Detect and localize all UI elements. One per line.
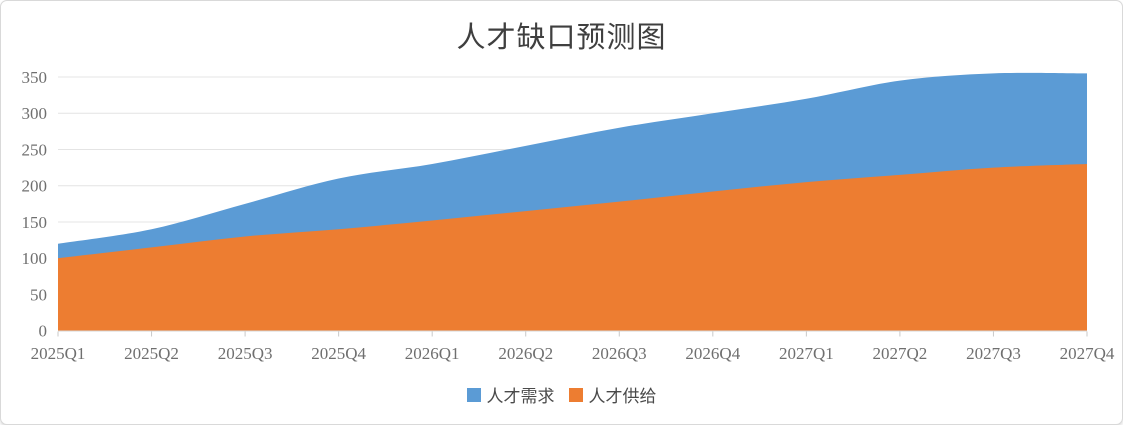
legend-label-supply: 人才供给 [588, 387, 657, 406]
y-axis-label: 0 [39, 322, 48, 341]
y-axis-label: 100 [22, 249, 48, 268]
legend-swatch-supply-icon [568, 387, 583, 402]
x-axis-label: 2026Q2 [498, 344, 553, 363]
y-axis-label: 350 [22, 68, 48, 87]
legend-label-demand: 人才需求 [486, 387, 555, 406]
y-axis-label: 300 [22, 104, 48, 123]
y-axis-label: 200 [22, 177, 48, 196]
x-axis-label: 2026Q1 [405, 344, 460, 363]
chart-legend: 人才需求 人才供给 [1, 382, 1122, 407]
x-axis-label: 2027Q1 [779, 344, 834, 363]
chart-title: 人才缺口预测图 [456, 22, 667, 54]
y-axis-label: 250 [22, 140, 48, 159]
x-axis-label: 2025Q1 [31, 344, 86, 363]
x-axis-label: 2025Q4 [311, 344, 366, 363]
x-axis-label: 2027Q2 [873, 344, 928, 363]
x-axis-label: 2027Q4 [1060, 344, 1115, 363]
x-axis-label: 2025Q2 [124, 344, 179, 363]
x-axis-label: 2025Q3 [218, 344, 273, 363]
area-series-supply [58, 163, 1087, 331]
legend-item-demand[interactable]: 人才需求 [466, 382, 555, 407]
x-axis-label: 2027Q3 [966, 344, 1021, 363]
x-axis-label: 2026Q3 [592, 344, 647, 363]
legend-item-supply[interactable]: 人才供给 [568, 382, 657, 407]
y-axis-label: 150 [22, 213, 48, 232]
legend-swatch-demand-icon [466, 387, 481, 402]
y-axis-label: 50 [30, 285, 47, 304]
x-axis-label: 2026Q4 [685, 344, 740, 363]
